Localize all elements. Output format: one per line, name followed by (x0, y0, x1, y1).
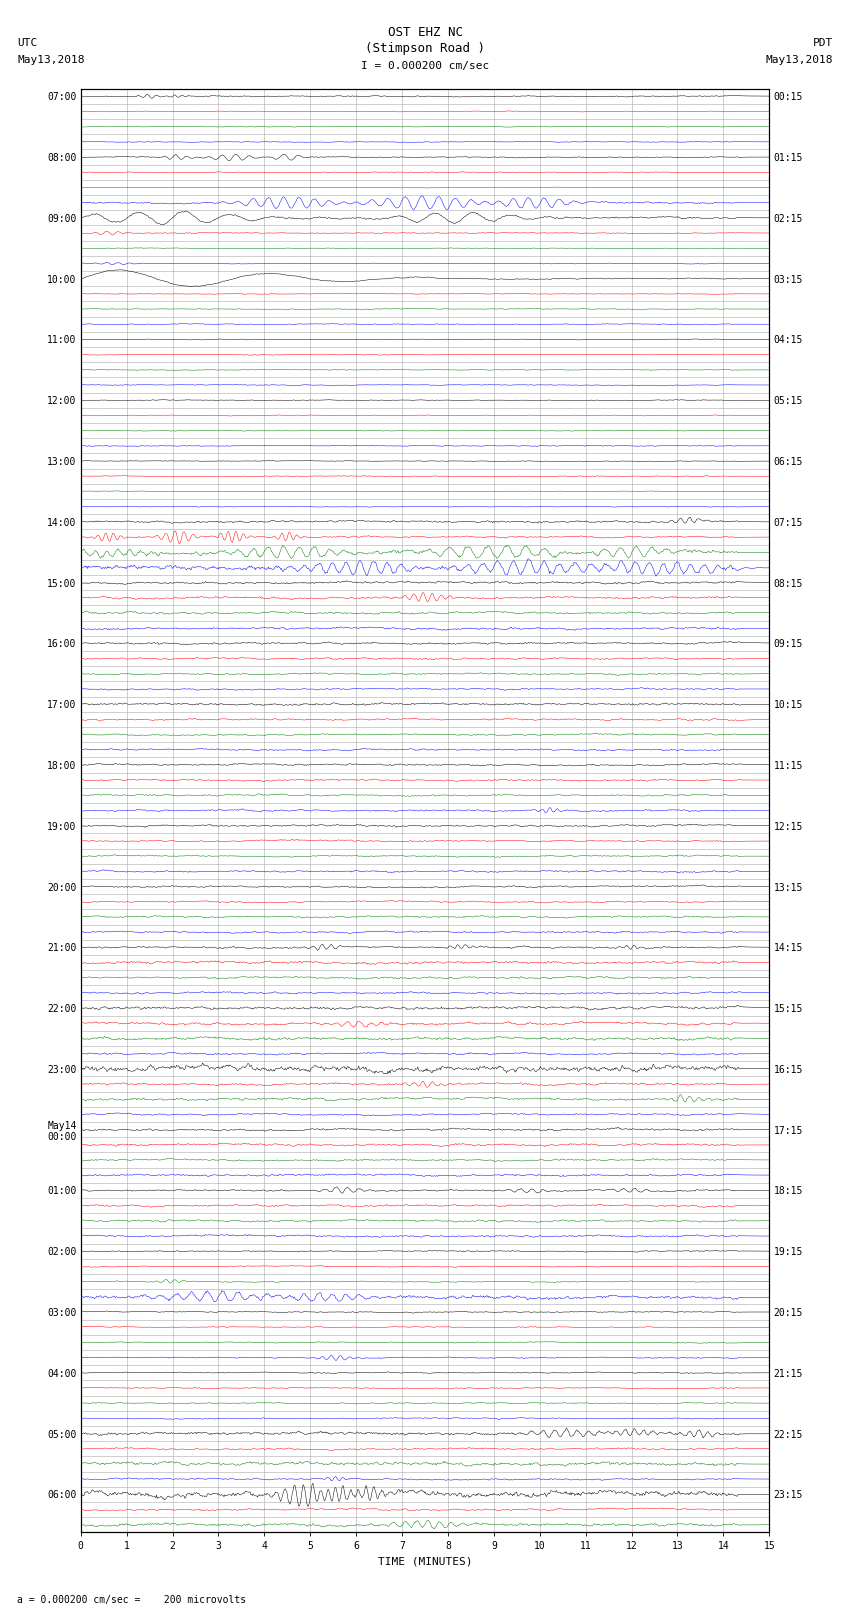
Text: OST EHZ NC: OST EHZ NC (388, 26, 462, 39)
Text: I = 0.000200 cm/sec: I = 0.000200 cm/sec (361, 61, 489, 71)
Text: May13,2018: May13,2018 (17, 55, 84, 65)
Text: a = 0.000200 cm/sec =    200 microvolts: a = 0.000200 cm/sec = 200 microvolts (17, 1595, 246, 1605)
Text: May13,2018: May13,2018 (766, 55, 833, 65)
X-axis label: TIME (MINUTES): TIME (MINUTES) (377, 1557, 473, 1566)
Text: UTC: UTC (17, 39, 37, 48)
Text: PDT: PDT (813, 39, 833, 48)
Text: (Stimpson Road ): (Stimpson Road ) (365, 42, 485, 55)
